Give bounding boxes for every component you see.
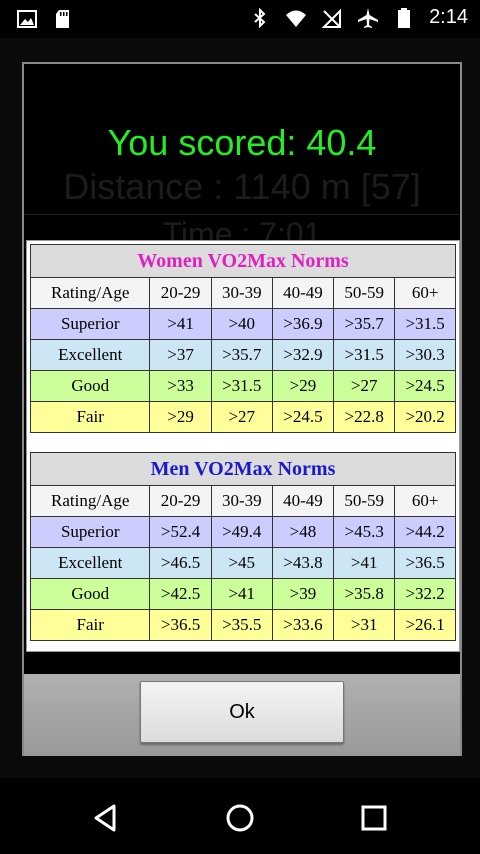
value-cell: >35.5 <box>210 609 273 641</box>
value-cell: >36.9 <box>271 308 335 340</box>
dialog-button-bar: Ok <box>24 674 460 756</box>
value-cell: >45.3 <box>333 516 396 548</box>
value-cell: >31.5 <box>394 308 456 340</box>
header-cell: 30-39 <box>210 485 273 517</box>
rating-cell: Fair <box>29 609 151 641</box>
value-cell: >36.5 <box>149 609 212 641</box>
table-row-excellent: Excellent >37 >35.7 >32.9 >31.5 >30.3 <box>29 339 456 371</box>
value-cell: >31.5 <box>210 370 273 402</box>
score-text: You scored: 40.4 <box>107 122 377 163</box>
value-cell: >41 <box>210 578 273 610</box>
value-cell: >37 <box>149 339 212 371</box>
header-cell: 30-39 <box>210 277 273 309</box>
header-cell: 20-29 <box>149 277 212 309</box>
table-row-fair: Fair >29 >27 >24.5 >22.8 >20.2 <box>29 401 456 433</box>
divider <box>24 214 460 215</box>
value-cell: >44.2 <box>394 516 456 548</box>
ok-button[interactable]: Ok <box>140 681 344 743</box>
sd-card-icon <box>52 8 74 30</box>
rating-cell: Superior <box>29 516 151 548</box>
value-cell: >31.5 <box>333 339 396 371</box>
value-cell: >41 <box>333 547 396 579</box>
women-table-title: Women VO2Max Norms <box>30 244 456 278</box>
value-cell: >32.9 <box>271 339 335 371</box>
header-cell: Rating/Age <box>29 277 151 309</box>
table-row-superior: Superior >41 >40 >36.9 >35.7 >31.5 <box>29 308 456 340</box>
value-cell: >26.1 <box>394 609 456 641</box>
header-cell: 40-49 <box>271 485 335 517</box>
value-cell: >27 <box>210 401 273 433</box>
value-cell: >33 <box>149 370 212 402</box>
men-table-title: Men VO2Max Norms <box>30 452 456 486</box>
header-cell: 40-49 <box>271 277 335 309</box>
value-cell: >43.8 <box>271 547 335 579</box>
value-cell: >42.5 <box>149 578 212 610</box>
value-cell: >41 <box>149 308 212 340</box>
table-row-excellent: Excellent >46.5 >45 >43.8 >41 >36.5 <box>29 547 456 579</box>
rating-cell: Superior <box>29 308 151 340</box>
value-cell: >29 <box>149 401 212 433</box>
table-row-fair: Fair >36.5 >35.5 >33.6 >31 >26.1 <box>29 609 456 641</box>
home-icon[interactable] <box>222 800 258 836</box>
value-cell: >32.2 <box>394 578 456 610</box>
value-cell: >35.7 <box>333 308 396 340</box>
rating-cell: Excellent <box>29 339 151 371</box>
recents-icon[interactable] <box>356 800 392 836</box>
rating-cell: Fair <box>29 401 151 433</box>
value-cell: >35.7 <box>210 339 273 371</box>
value-cell: >36.5 <box>394 547 456 579</box>
value-cell: >27 <box>333 370 396 402</box>
status-bar: 2:14 <box>0 0 480 38</box>
value-cell: >40 <box>210 308 273 340</box>
value-cell: >45 <box>210 547 273 579</box>
no-signal-icon <box>321 7 343 29</box>
women-norms-table: Women VO2Max Norms Rating/Age 20-29 30-3… <box>29 244 456 433</box>
value-cell: >35.8 <box>333 578 396 610</box>
value-cell: >46.5 <box>149 547 212 579</box>
value-cell: >24.5 <box>394 370 456 402</box>
score-dialog: Distance : 1140 m [57] Time : 7:01 You s… <box>22 62 462 756</box>
rating-cell: Good <box>29 578 151 610</box>
value-cell: >31 <box>333 609 396 641</box>
table-row-superior: Superior >52.4 >49.4 >48 >45.3 >44.2 <box>29 516 456 548</box>
header-cell: Rating/Age <box>29 485 151 517</box>
table-row-good: Good >42.5 >41 >39 >35.8 >32.2 <box>29 578 456 610</box>
men-norms-table: Men VO2Max Norms Rating/Age 20-29 30-39 … <box>29 452 456 641</box>
value-cell: >29 <box>271 370 335 402</box>
table-spacer <box>30 433 456 452</box>
value-cell: >24.5 <box>271 401 335 433</box>
header-cell: 20-29 <box>149 485 212 517</box>
value-cell: >39 <box>271 578 335 610</box>
airplane-icon <box>357 7 379 29</box>
value-cell: >49.4 <box>210 516 273 548</box>
header-cell: 60+ <box>394 485 456 517</box>
rating-cell: Good <box>29 370 151 402</box>
battery-icon <box>393 7 415 29</box>
bluetooth-icon <box>249 7 271 29</box>
value-cell: >33.6 <box>271 609 335 641</box>
value-cell: >22.8 <box>333 401 396 433</box>
header-cell: 60+ <box>394 277 456 309</box>
norms-panel[interactable]: Women VO2Max Norms Rating/Age 20-29 30-3… <box>26 240 460 652</box>
header-cell: 50-59 <box>333 485 396 517</box>
table-header-row: Rating/Age 20-29 30-39 40-49 50-59 60+ <box>29 277 456 309</box>
navigation-bar <box>0 782 480 854</box>
back-icon[interactable] <box>88 800 124 836</box>
header-cell: 50-59 <box>333 277 396 309</box>
value-cell: >20.2 <box>394 401 456 433</box>
clock: 2:14 <box>429 6 468 28</box>
rating-cell: Excellent <box>29 547 151 579</box>
image-icon <box>16 8 38 30</box>
distance-text-behind: Distance : 1140 m [57] <box>63 166 421 207</box>
value-cell: >30.3 <box>394 339 456 371</box>
wifi-icon <box>285 7 307 29</box>
table-row-good: Good >33 >31.5 >29 >27 >24.5 <box>29 370 456 402</box>
value-cell: >52.4 <box>149 516 212 548</box>
table-header-row: Rating/Age 20-29 30-39 40-49 50-59 60+ <box>29 485 456 517</box>
value-cell: >48 <box>271 516 335 548</box>
